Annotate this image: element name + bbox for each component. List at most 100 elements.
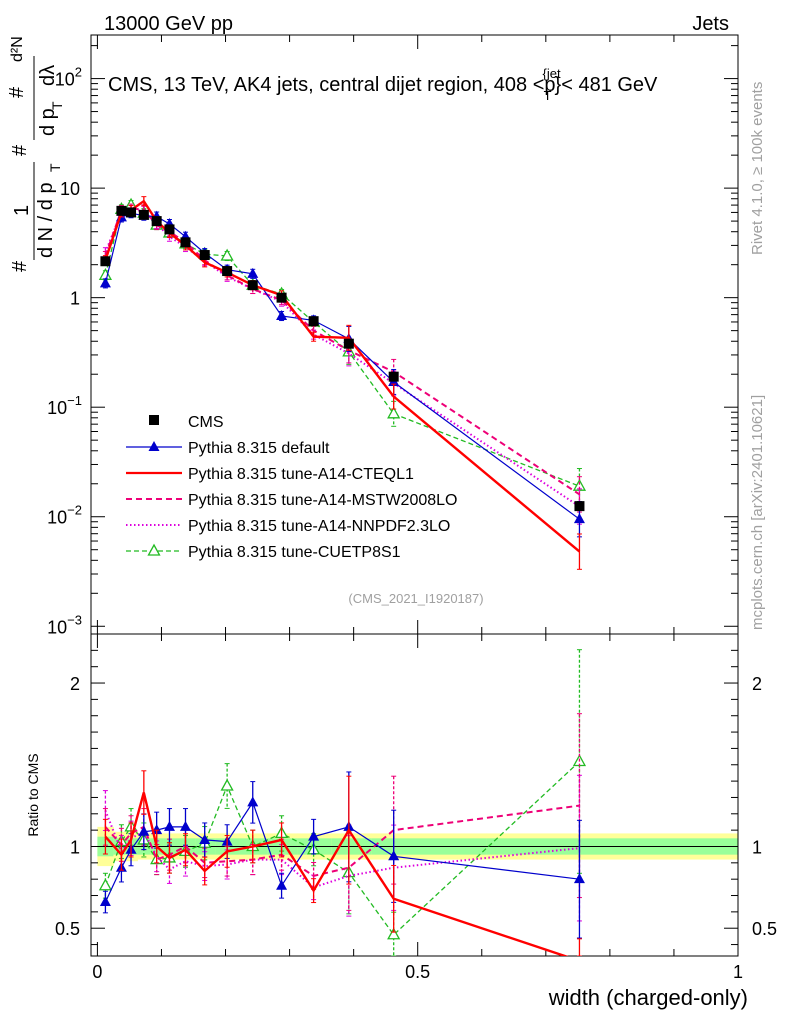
series-line-mstw [104, 207, 581, 496]
legend-label-cuetp8s1: Pythia 8.315 tune-CUETP8S1 [188, 544, 401, 561]
ylabel-hash-2: # [9, 144, 31, 156]
x-tick-label: 1 [733, 962, 743, 982]
title-prefix: CMS, 13 TeV, AK4 jets, central dijet reg… [108, 74, 556, 96]
ratio-marker-default [199, 833, 211, 844]
data-point-cms [164, 224, 175, 235]
main-series-group [98, 196, 587, 570]
legend-label-cteql1: Pythia 8.315 tune-A14-CTEQL1 [188, 466, 414, 483]
ylabel-dp: d p [37, 108, 59, 136]
title-subscript: T [544, 88, 552, 103]
legend-label-default: Pythia 8.315 default [188, 440, 330, 457]
data-point-cms [151, 216, 162, 227]
ylabel-denominator-sub: T [47, 163, 63, 172]
ratio-marker-default [308, 830, 320, 841]
header-energy: 13000 GeV pp [104, 13, 233, 35]
data-point-cms [247, 280, 258, 291]
title-superscript: {jet [543, 66, 561, 81]
ratio-marker-default [163, 820, 175, 831]
x-axis-ticks: 0 0.5 1 [92, 35, 743, 982]
ylabel-hash-3: # [6, 86, 28, 98]
y-tick-label: 10 [60, 179, 80, 199]
ratio-marker-default [99, 896, 111, 907]
ratio-y-tick-label-left: 0.5 [55, 919, 80, 939]
legend-marker-cms [149, 415, 159, 425]
ratio-marker-cuetp8s1 [98, 878, 113, 891]
ratio-y-tick-label-right: 2 [752, 674, 762, 694]
x-tick-label: 0.5 [405, 962, 430, 982]
marker-default [573, 513, 585, 524]
marker-default [99, 277, 111, 288]
ylabel-d2n: d²N [9, 36, 26, 62]
main-axis-ticks: 102 10 1 10−1 10−2 10−3 [47, 45, 738, 637]
ratio-marker-default [138, 825, 150, 836]
ylabel-dp-sub: T [49, 101, 65, 110]
ratio-marker-default [573, 873, 585, 884]
y-tick-label: 10−3 [47, 612, 82, 637]
ratio-y-tick-label-left: 2 [70, 674, 80, 694]
series-line-nnpdf [104, 209, 581, 508]
ratio-marker-default [247, 796, 259, 807]
data-point-cms [308, 316, 319, 327]
ratio-plot-frame [90, 633, 739, 957]
y-tick-label: 10−2 [47, 503, 82, 528]
series-line-cuetp8s1 [104, 204, 580, 487]
marker-cuetp8s1 [220, 248, 234, 261]
data-point-cms [574, 501, 585, 512]
legend-entry-cteql1: Pythia 8.315 tune-A14-CTEQL1 [126, 466, 414, 483]
legend-label-nnpdf: Pythia 8.315 tune-A14-NNPDF2.3LO [188, 518, 450, 535]
legend-marker-default [148, 441, 160, 451]
main-y-axis-label: # 1 d N / d p T # # d²N d p T dλ [6, 36, 65, 272]
ylabel-dlambda: dλ [37, 65, 59, 86]
y-tick-label: 1 [70, 289, 80, 309]
ylabel-denominator: d N / d p [35, 182, 57, 258]
ratio-marker-default [276, 879, 288, 890]
ratio-y-tick-label-right: 1 [752, 837, 762, 857]
y-tick-label: 102 [55, 65, 82, 90]
marker-default [247, 267, 259, 278]
legend-entry-mstw: Pythia 8.315 tune-A14-MSTW2008LO [126, 492, 457, 509]
ratio-y-tick-label-left: 1 [70, 837, 80, 857]
ratio-series-line-cteql1 [104, 792, 569, 956]
x-axis-label: width (charged-only) [548, 985, 748, 1010]
data-point-cms [126, 207, 137, 218]
legend-entry-nnpdf: Pythia 8.315 tune-A14-NNPDF2.3LO [126, 518, 450, 535]
ylabel-one: 1 [11, 205, 33, 216]
legend-entry-cms: CMS [149, 414, 224, 431]
plot-title: CMS, 13 TeV, AK4 jets, central dijet reg… [108, 66, 658, 103]
marker-cuetp8s1 [387, 406, 401, 419]
data-point-cms [199, 250, 210, 261]
legend-marker-cuetp8s1 [147, 543, 161, 556]
ratio-marker-cuetp8s1 [220, 778, 234, 791]
data-point-cms [116, 205, 127, 216]
ratio-y-tick-label-right: 0.5 [752, 919, 777, 939]
data-point-cms [388, 371, 399, 382]
ratio-axis-ticks: 0.5 0.5 1 1 2 2 [55, 649, 777, 946]
marker-default [276, 310, 288, 321]
ylabel-hash-1: # [9, 260, 31, 272]
data-point-cms [100, 256, 111, 267]
legend-label-mstw: Pythia 8.315 tune-A14-MSTW2008LO [188, 492, 457, 509]
mcplots-text: mcplots.cern.ch [arXiv:2401.10621] [749, 395, 766, 630]
ratio-marker-default [388, 850, 400, 861]
ratio-marker-default [179, 820, 191, 831]
y-tick-label: 10−1 [47, 393, 82, 418]
data-point-cms [180, 237, 191, 248]
rivet-version-text: Rivet 4.1.0, ≥ 100k events [749, 82, 766, 255]
data-point-cms [138, 209, 149, 220]
analysis-id: (CMS_2021_I1920187) [348, 591, 483, 606]
ratio-series-group [98, 649, 587, 956]
ratio-uncertainty-band [91, 826, 739, 867]
title-suffix: }< 481 GeV [555, 74, 659, 96]
x-tick-label: 0 [92, 962, 102, 982]
header-category: Jets [692, 13, 729, 35]
ratio-series-line-nnpdf [104, 810, 580, 889]
legend-label-cms: CMS [188, 414, 224, 431]
legend-entry-default: Pythia 8.315 default [126, 440, 330, 457]
ratio-series-line-cuetp8s1 [104, 761, 580, 936]
data-point-cms [222, 266, 233, 277]
data-point-cms [343, 338, 354, 349]
ratio-marker-cuetp8s1 [387, 927, 401, 940]
legend-entry-cuetp8s1: Pythia 8.315 tune-CUETP8S1 [126, 543, 401, 561]
data-point-cms [276, 292, 287, 303]
